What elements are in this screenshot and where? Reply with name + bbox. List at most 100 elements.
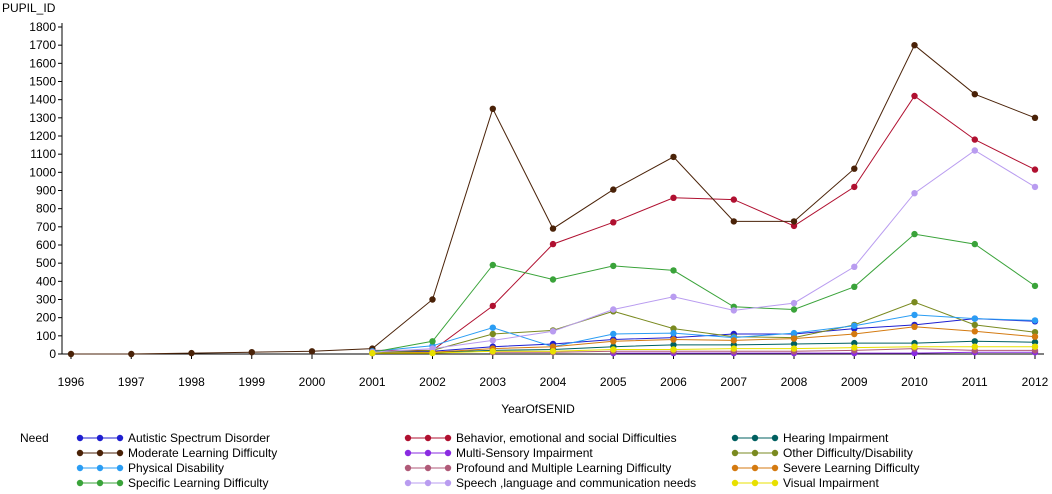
x-tick-label: 2009 [841, 375, 868, 389]
legend-marker [444, 464, 452, 472]
data-point [911, 230, 918, 238]
y-tick-label: 700 [36, 220, 56, 234]
legend-marker [404, 464, 412, 472]
legend-marker [444, 434, 452, 442]
y-tick-label: 0 [49, 347, 56, 361]
data-point [851, 339, 858, 347]
data-point [489, 330, 496, 338]
data-point [429, 338, 436, 345]
legend-marker [444, 479, 452, 487]
legend-marker [731, 479, 739, 487]
data-point [489, 324, 496, 331]
data-point [790, 306, 798, 313]
y-axis-title: PUPIL_ID [2, 1, 56, 15]
data-point [790, 335, 798, 342]
data-point [489, 302, 496, 310]
legend-label: Visual Impairment [783, 476, 879, 490]
series-line [372, 301, 1036, 353]
data-point [1031, 333, 1039, 340]
x-tick-label: 2004 [540, 375, 567, 389]
data-point [429, 349, 436, 357]
legend: Autistic Spectrum Disorder Behavior, emot… [76, 431, 920, 490]
legend-marker [424, 464, 432, 472]
legend-item: Profound and Multiple Learning Difficult… [404, 461, 671, 475]
series-9 [369, 230, 1039, 356]
legend-marker [751, 434, 759, 442]
data-point [670, 329, 677, 337]
legend-marker [751, 449, 759, 457]
legend-label: Autistic Spectrum Disorder [128, 431, 270, 445]
series-11 [369, 343, 1039, 357]
legend-label: Moderate Learning Difficulty [128, 446, 277, 460]
data-point [971, 343, 978, 350]
data-point [1031, 339, 1039, 346]
legend-item: Hearing Impairment [731, 431, 889, 445]
data-point [610, 338, 617, 345]
series-3 [67, 42, 1039, 358]
data-point [851, 322, 858, 329]
data-point [549, 343, 557, 350]
legend-marker [96, 479, 104, 487]
legend-item: Autistic Spectrum Disorder [76, 431, 270, 445]
data-point [790, 345, 798, 352]
data-point [730, 196, 737, 203]
legend-marker [771, 479, 779, 487]
legend-marker [424, 449, 432, 457]
x-tick-label: 1997 [118, 375, 145, 389]
x-tick-label: 2000 [299, 375, 326, 389]
legend-marker [116, 464, 124, 472]
data-point [489, 348, 496, 355]
data-point [1031, 343, 1039, 350]
legend-item: Physical Disability [76, 461, 224, 475]
x-tick-label: 2002 [419, 375, 446, 389]
data-point [549, 348, 557, 355]
data-point [610, 262, 617, 270]
data-point [971, 328, 978, 335]
data-point [971, 240, 978, 248]
y-tick-label: 1500 [29, 75, 56, 89]
data-point [790, 340, 798, 348]
legend-label: Specific Learning Difficulty [128, 476, 269, 490]
legend-label: Profound and Multiple Learning Difficult… [456, 461, 671, 475]
legend-marker [771, 449, 779, 457]
data-point [670, 267, 677, 274]
data-point [971, 91, 978, 98]
data-point [549, 328, 557, 335]
data-point [911, 349, 918, 357]
x-tick-label: 2006 [660, 375, 687, 389]
data-point [670, 153, 677, 161]
data-point [1031, 114, 1039, 122]
data-point [308, 348, 316, 355]
legend-marker [96, 464, 104, 472]
legend-marker [76, 449, 84, 457]
data-point [911, 299, 918, 306]
x-tick-label: 2007 [720, 375, 747, 389]
data-point [1031, 183, 1039, 191]
y-tick-label: 200 [36, 311, 56, 325]
y-tick-label: 1800 [29, 20, 56, 34]
y-tick-label: 300 [36, 293, 56, 307]
series-layer [67, 42, 1039, 358]
data-point [730, 345, 737, 352]
data-point [851, 330, 858, 338]
legend-marker [731, 449, 739, 457]
legend-item: Moderate Learning Difficulty [76, 446, 277, 460]
series-line [372, 149, 1036, 353]
legend-label: Other Difficulty/Disability [783, 446, 913, 460]
legend-marker [76, 434, 84, 442]
x-tick-label: 1996 [58, 375, 85, 389]
data-point [1031, 317, 1039, 324]
x-tick-label: 2001 [359, 375, 386, 389]
legend-marker [751, 464, 759, 472]
data-point [911, 323, 918, 330]
legend-label: Physical Disability [128, 461, 224, 475]
legend-marker [404, 434, 412, 442]
legend-marker [751, 479, 759, 487]
data-point [790, 218, 798, 225]
data-point [790, 329, 798, 337]
x-axis: 1996 1997 1998 1999 2000 2001 2002 2003 2004 2005… [58, 353, 1049, 389]
y-tick-label: 800 [36, 202, 56, 216]
series-line [372, 95, 1036, 351]
data-point [851, 283, 858, 290]
data-point [188, 349, 195, 357]
